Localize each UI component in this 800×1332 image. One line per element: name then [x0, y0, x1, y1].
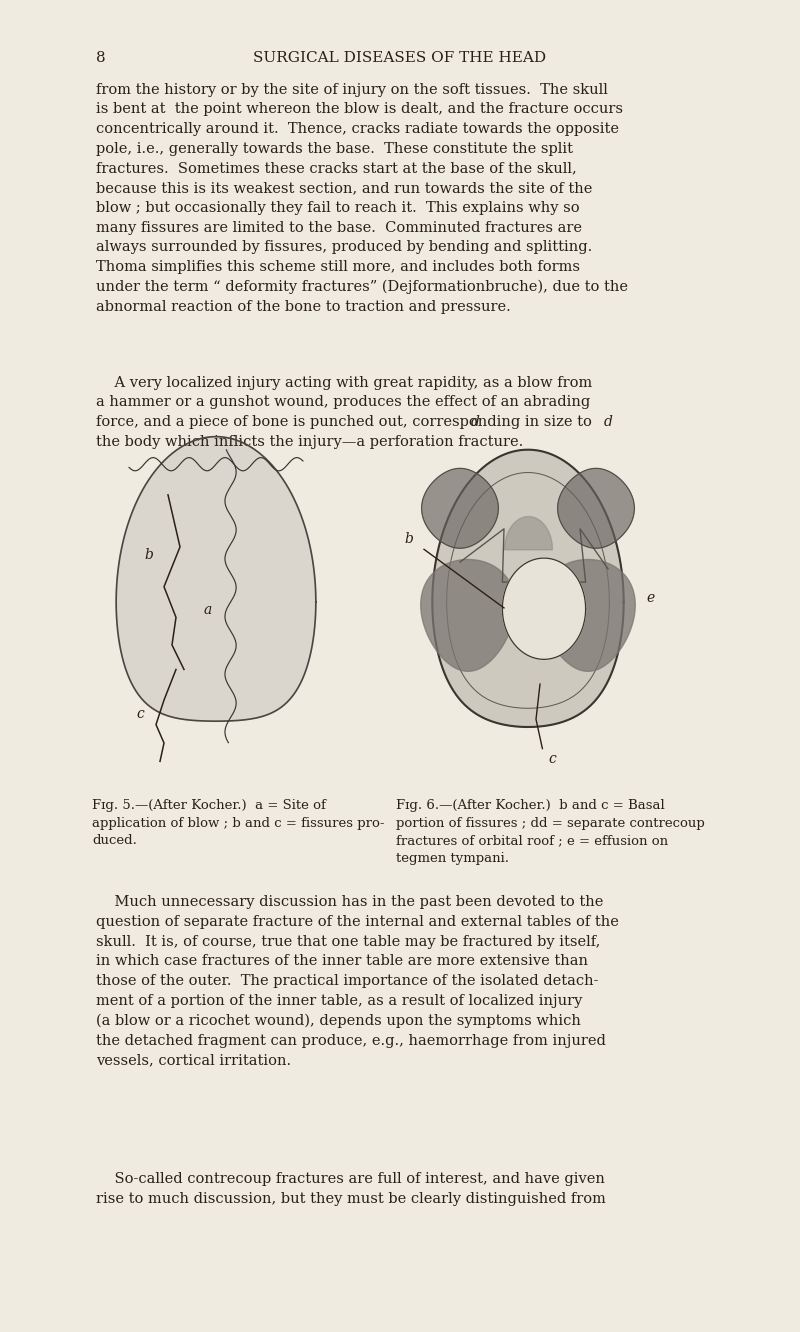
Polygon shape	[421, 559, 515, 671]
Text: 8: 8	[96, 51, 106, 65]
Text: Fɪg. 5.—(After Kocher.)  a = Site of
application of blow ; b and c = fissures pr: Fɪg. 5.—(After Kocher.) a = Site of appl…	[92, 799, 385, 847]
Text: d: d	[604, 416, 613, 429]
Text: b: b	[144, 549, 153, 562]
Text: from the history or by the site of injury on the soft tissues.  The skull
is ben: from the history or by the site of injur…	[96, 83, 628, 314]
Text: d: d	[470, 416, 479, 429]
Polygon shape	[116, 437, 316, 721]
Text: c: c	[548, 753, 556, 766]
Text: Much unnecessary discussion has in the past been devoted to the
question of sepa: Much unnecessary discussion has in the p…	[96, 895, 619, 1067]
Polygon shape	[432, 450, 624, 727]
Text: SURGICAL DISEASES OF THE HEAD: SURGICAL DISEASES OF THE HEAD	[254, 51, 546, 65]
Text: a: a	[204, 603, 212, 617]
Text: So-called contrecoup fractures are full of interest, and have given
rise to much: So-called contrecoup fractures are full …	[96, 1172, 606, 1205]
Polygon shape	[422, 469, 498, 549]
Polygon shape	[541, 559, 635, 671]
Text: A very localized injury acting with great rapidity, as a blow from
a hammer or a: A very localized injury acting with grea…	[96, 376, 592, 449]
Polygon shape	[558, 469, 634, 549]
Text: e: e	[646, 591, 654, 605]
Text: c: c	[136, 707, 144, 722]
Polygon shape	[502, 558, 586, 659]
Text: b: b	[404, 533, 413, 546]
Text: Fɪg. 6.—(After Kocher.)  b and c = Basal
portion of fissures ; dd = separate con: Fɪg. 6.—(After Kocher.) b and c = Basal …	[396, 799, 705, 864]
